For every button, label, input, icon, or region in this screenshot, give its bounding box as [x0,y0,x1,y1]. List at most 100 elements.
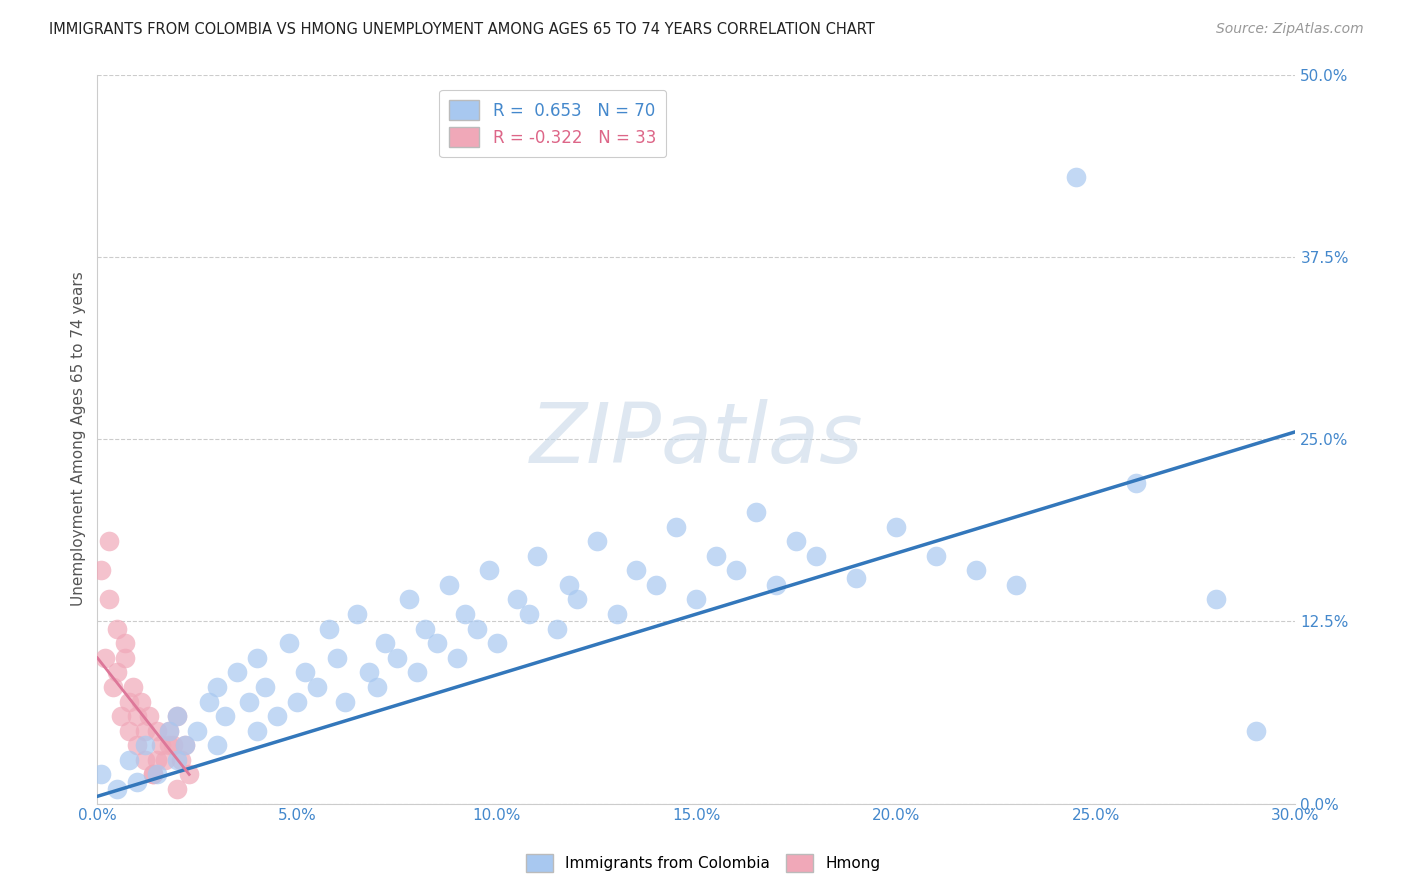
Point [238,694,260,708]
Point [454,607,477,621]
Point [174,739,197,753]
Point [157,723,180,738]
Point [374,636,396,650]
Point [765,578,787,592]
Point [150,739,173,753]
Point [246,723,269,738]
Point [118,694,141,708]
Point [122,680,145,694]
Point [166,709,188,723]
Point [166,753,188,767]
Point [294,665,316,680]
Point [205,739,228,753]
Point [305,680,328,694]
Point [90,767,112,781]
Point [226,665,249,680]
Point [118,723,141,738]
Point [426,636,449,650]
Point [98,592,121,607]
Point [166,782,188,797]
Legend: Immigrants from Colombia, Hmong: Immigrants from Colombia, Hmong [517,846,889,880]
Point [357,665,380,680]
Point [785,534,807,549]
Point [214,709,236,723]
Point [626,563,648,577]
Point [179,767,201,781]
Legend: R =  0.653   N = 70, R = -0.322   N = 33: R = 0.653 N = 70, R = -0.322 N = 33 [439,90,666,158]
Point [162,739,184,753]
Point [146,767,169,781]
Point [318,622,340,636]
Point [1205,592,1227,607]
Point [285,694,308,708]
Point [266,709,288,723]
Point [127,709,149,723]
Point [385,650,408,665]
Point [398,592,420,607]
Point [198,694,221,708]
Text: IMMIGRANTS FROM COLOMBIA VS HMONG UNEMPLOYMENT AMONG AGES 65 TO 74 YEARS CORRELA: IMMIGRANTS FROM COLOMBIA VS HMONG UNEMPL… [49,22,875,37]
Point [806,549,828,563]
Point [405,665,427,680]
Point [157,723,180,738]
Point [478,563,501,577]
Point [170,753,193,767]
Point [557,578,579,592]
Point [110,709,132,723]
Point [546,622,568,636]
Point [127,739,149,753]
Point [645,578,668,592]
Point [246,650,269,665]
Point [606,607,628,621]
Point [254,680,277,694]
Point [186,723,208,738]
Point [127,774,149,789]
Point [1244,723,1267,738]
Point [413,622,436,636]
Point [485,636,508,650]
Point [333,694,356,708]
Point [1064,169,1087,184]
Point [725,563,748,577]
Point [105,665,128,680]
Point [845,571,868,585]
Text: ZIPatlas: ZIPatlas [530,399,863,480]
Point [94,650,117,665]
Point [98,534,121,549]
Point [205,680,228,694]
Point [1125,475,1147,490]
Point [745,505,768,519]
Y-axis label: Unemployment Among Ages 65 to 74 years: Unemployment Among Ages 65 to 74 years [72,272,86,607]
Point [155,753,177,767]
Point [565,592,588,607]
Point [366,680,388,694]
Point [326,650,349,665]
Point [965,563,987,577]
Point [174,739,197,753]
Point [346,607,368,621]
Point [146,753,169,767]
Point [138,709,160,723]
Point [706,549,728,563]
Point [166,709,188,723]
Point [685,592,707,607]
Point [105,622,128,636]
Point [1005,578,1028,592]
Point [517,607,540,621]
Point [142,767,165,781]
Point [129,694,152,708]
Point [446,650,468,665]
Point [134,739,156,753]
Point [465,622,488,636]
Point [146,723,169,738]
Point [925,549,948,563]
Point [665,519,688,533]
Point [114,650,136,665]
Point [278,636,301,650]
Point [585,534,607,549]
Point [118,753,141,767]
Point [134,723,156,738]
Point [114,636,136,650]
Point [505,592,527,607]
Point [90,563,112,577]
